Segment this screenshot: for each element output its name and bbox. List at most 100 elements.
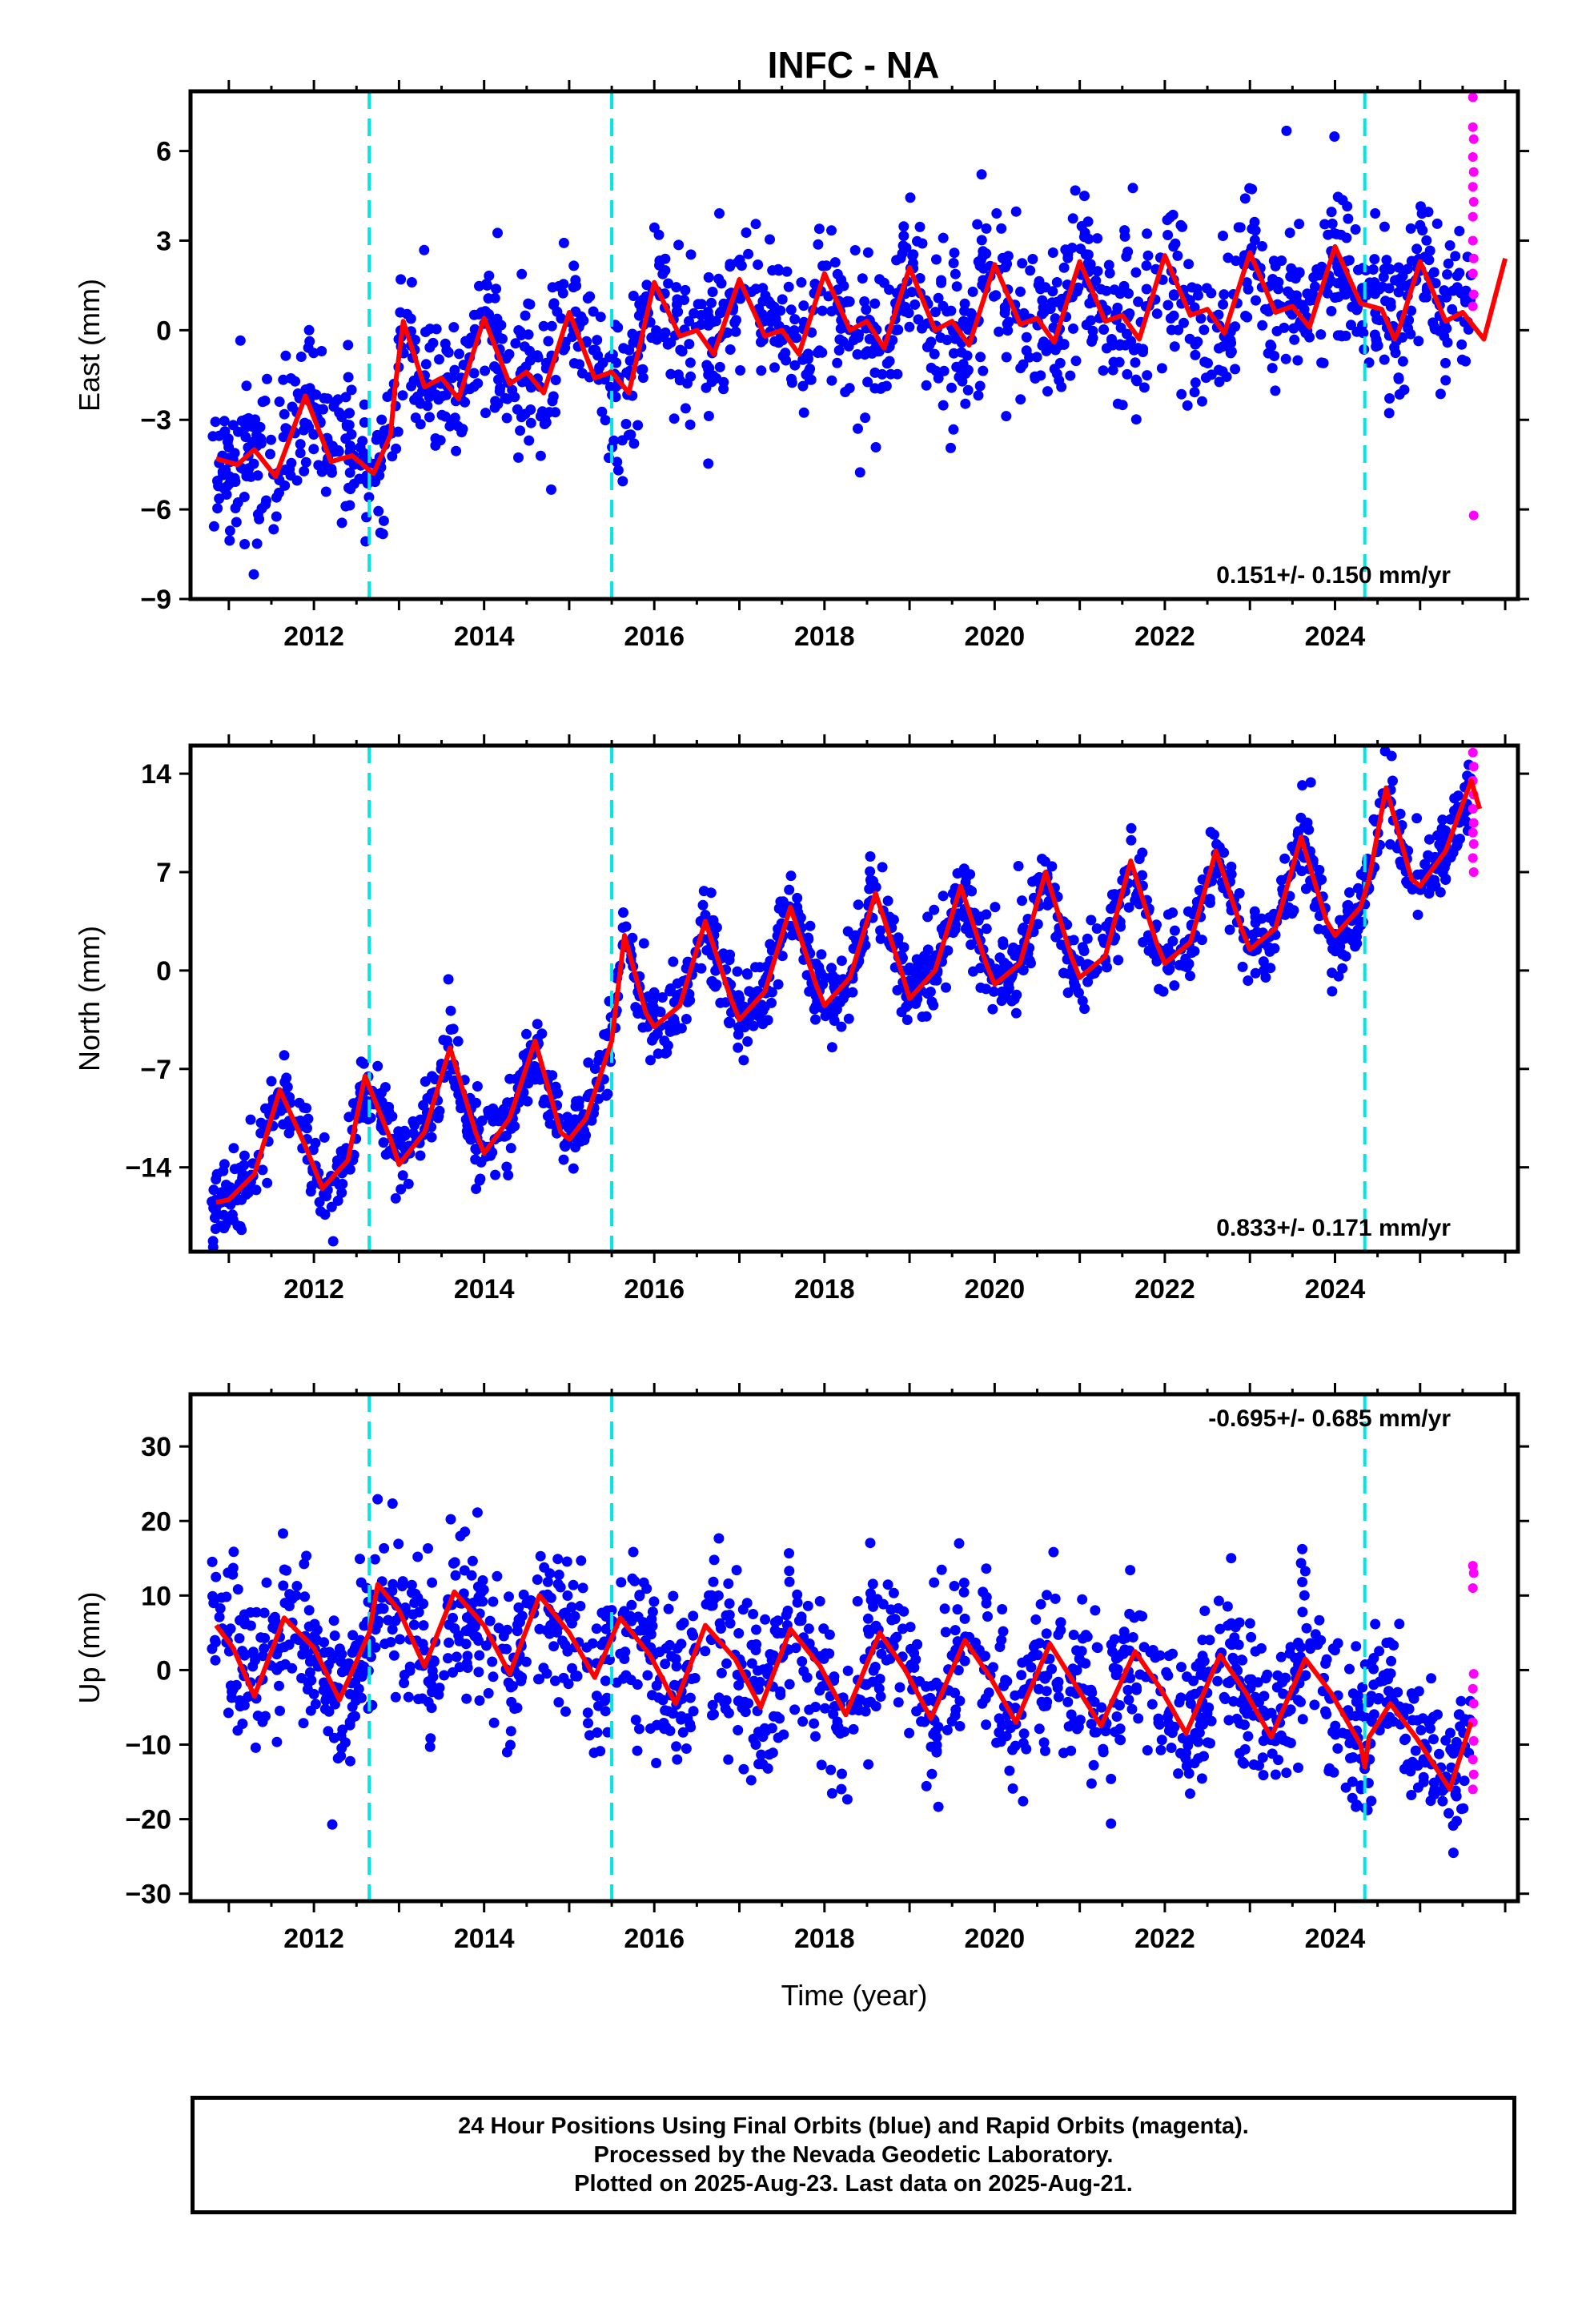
final-orbit-point: [1176, 1662, 1186, 1673]
final-orbit-point: [1034, 1683, 1044, 1695]
final-orbit-point: [327, 1650, 338, 1661]
final-orbit-point: [444, 1637, 455, 1648]
final-orbit-point: [573, 1096, 584, 1107]
final-orbit-point: [748, 1733, 759, 1744]
final-orbit-point: [1119, 1644, 1130, 1655]
final-orbit-point: [1195, 1663, 1207, 1673]
final-orbit-point: [599, 1029, 610, 1040]
final-orbit-point: [275, 1660, 287, 1671]
final-orbit-point: [279, 1598, 291, 1609]
final-orbit-point: [637, 364, 648, 375]
final-orbit-point: [1233, 1639, 1244, 1651]
final-orbit-point: [958, 316, 969, 327]
final-orbit-point: [1243, 1731, 1254, 1742]
final-orbit-point: [1332, 1638, 1343, 1649]
final-orbit-point: [1224, 924, 1235, 935]
final-orbit-point: [1447, 1848, 1459, 1859]
final-orbit-point: [418, 1620, 429, 1631]
final-orbit-point: [1182, 1740, 1194, 1751]
final-orbit-point: [1017, 258, 1028, 269]
final-orbit-point: [1384, 393, 1395, 404]
final-orbit-point: [792, 892, 803, 903]
final-orbit-point: [946, 382, 957, 393]
final-orbit-point: [442, 1035, 452, 1046]
final-orbit-point: [825, 1764, 837, 1775]
final-orbit-point: [1350, 224, 1361, 235]
final-orbit-point: [1340, 1782, 1351, 1793]
final-orbit-point: [559, 1140, 570, 1151]
final-orbit-point: [1030, 373, 1041, 384]
final-orbit-point: [901, 1015, 913, 1025]
final-orbit-point: [503, 1170, 514, 1180]
final-orbit-point: [473, 1592, 484, 1602]
final-orbit-point: [234, 1633, 245, 1644]
final-orbit-point: [931, 1677, 942, 1688]
final-orbit-point: [495, 383, 506, 394]
final-orbit-point: [901, 243, 912, 253]
final-orbit-point: [817, 1681, 828, 1692]
final-orbit-point: [1040, 282, 1051, 293]
final-orbit-point: [1415, 201, 1426, 212]
final-orbit-point: [678, 1618, 689, 1628]
final-orbit-point: [1109, 1634, 1120, 1645]
final-orbit-point: [756, 365, 767, 376]
final-orbit-point: [567, 1663, 577, 1674]
final-orbit-point: [409, 1598, 420, 1608]
rapid-orbit-point: [1468, 134, 1479, 144]
final-orbit-point: [854, 467, 865, 478]
final-orbit-point: [637, 372, 648, 384]
rapid-orbit-point: [1468, 1669, 1479, 1679]
final-orbit-point: [343, 340, 354, 351]
final-orbit-point: [1271, 326, 1283, 336]
final-orbit-point: [1445, 852, 1456, 862]
final-orbit-point: [688, 1630, 699, 1641]
final-orbit-point: [669, 1679, 680, 1691]
final-orbit-point: [1395, 808, 1406, 819]
final-orbit-point: [1454, 226, 1465, 236]
final-orbit-point: [355, 1554, 365, 1565]
final-orbit-point: [1299, 1590, 1310, 1601]
final-orbit-point: [318, 404, 328, 415]
final-orbit-point: [1305, 777, 1316, 788]
final-orbit-point: [1289, 334, 1300, 345]
final-orbit-point: [656, 992, 668, 1003]
final-orbit-point: [777, 294, 788, 305]
final-orbit-point: [688, 1610, 699, 1622]
final-orbit-point: [379, 1542, 390, 1554]
final-orbit-point: [952, 1604, 963, 1615]
final-orbit-point: [750, 283, 761, 295]
final-orbit-point: [577, 1582, 588, 1594]
final-orbit-point: [754, 962, 765, 973]
final-orbit-point: [865, 851, 876, 862]
final-orbit-point: [714, 1618, 725, 1629]
final-orbit-point: [861, 304, 872, 316]
final-orbit-point: [1142, 250, 1154, 261]
final-orbit-point: [1333, 971, 1344, 982]
final-orbit-point: [357, 436, 368, 447]
y-tick-label: 14: [141, 759, 171, 790]
final-orbit-point: [546, 484, 556, 495]
final-orbit-point: [967, 286, 978, 297]
final-orbit-point: [680, 403, 691, 414]
plot-frame: [188, 89, 1520, 601]
final-orbit-point: [397, 390, 408, 401]
final-orbit-point: [216, 1592, 227, 1603]
final-orbit-point: [1177, 221, 1188, 232]
final-orbit-point: [1141, 283, 1152, 295]
final-orbit-point: [369, 1554, 380, 1565]
final-orbit-point: [301, 1550, 312, 1562]
final-orbit-point: [904, 962, 915, 973]
final-orbit-point: [1112, 398, 1123, 409]
final-orbit-point: [524, 299, 536, 310]
final-orbit-point: [1196, 935, 1207, 946]
final-orbit-point: [1421, 235, 1432, 246]
final-orbit-point: [826, 963, 837, 974]
final-orbit-point: [685, 357, 696, 368]
final-orbit-point: [267, 1614, 279, 1625]
final-orbit-point: [1122, 1684, 1134, 1695]
final-orbit-point: [1460, 1714, 1471, 1725]
final-orbit-point: [510, 1073, 521, 1084]
x-tick-label: 2020: [965, 1274, 1026, 1305]
final-orbit-point: [952, 1636, 963, 1647]
final-orbit-point: [469, 1630, 480, 1642]
